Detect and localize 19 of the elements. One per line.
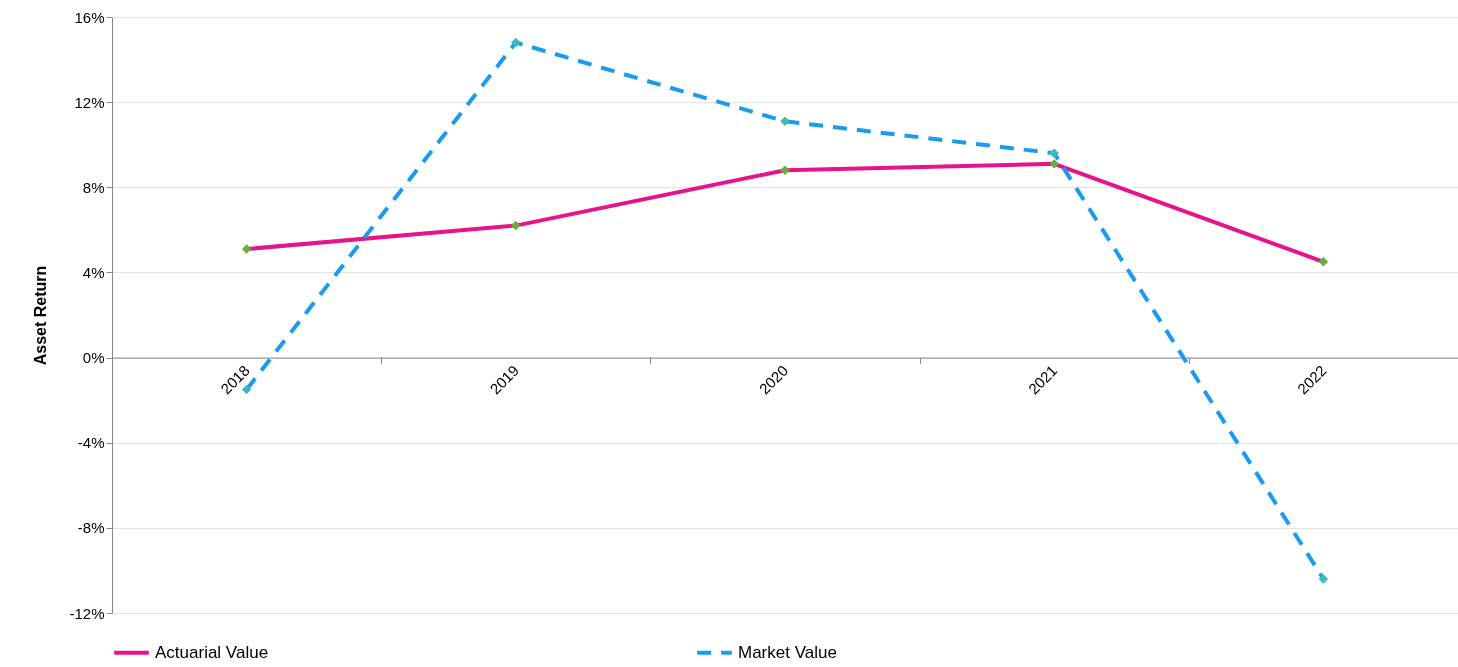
point: [511, 37, 521, 48]
y-tick-label: 8%: [82, 178, 105, 196]
point: [780, 116, 790, 127]
point: [241, 244, 252, 254]
y-tick-label: -12%: [69, 604, 105, 622]
point: [1049, 159, 1059, 169]
y-tick-label: 0%: [82, 349, 105, 367]
legend-label: Market Value: [738, 642, 837, 662]
y-tick-label: 16%: [74, 8, 105, 26]
point: [1318, 574, 1329, 584]
y-tick-label: -8%: [77, 519, 105, 537]
y-axis-title: Asset Return: [32, 265, 50, 366]
point: [511, 220, 521, 231]
y-tick-label: 4%: [82, 263, 105, 281]
y-tick-label: 12%: [74, 93, 105, 111]
point: [1318, 257, 1329, 267]
point: [1049, 148, 1059, 158]
legend-label: Actuarial Value: [155, 642, 269, 662]
y-tick-label: -4%: [77, 434, 105, 452]
